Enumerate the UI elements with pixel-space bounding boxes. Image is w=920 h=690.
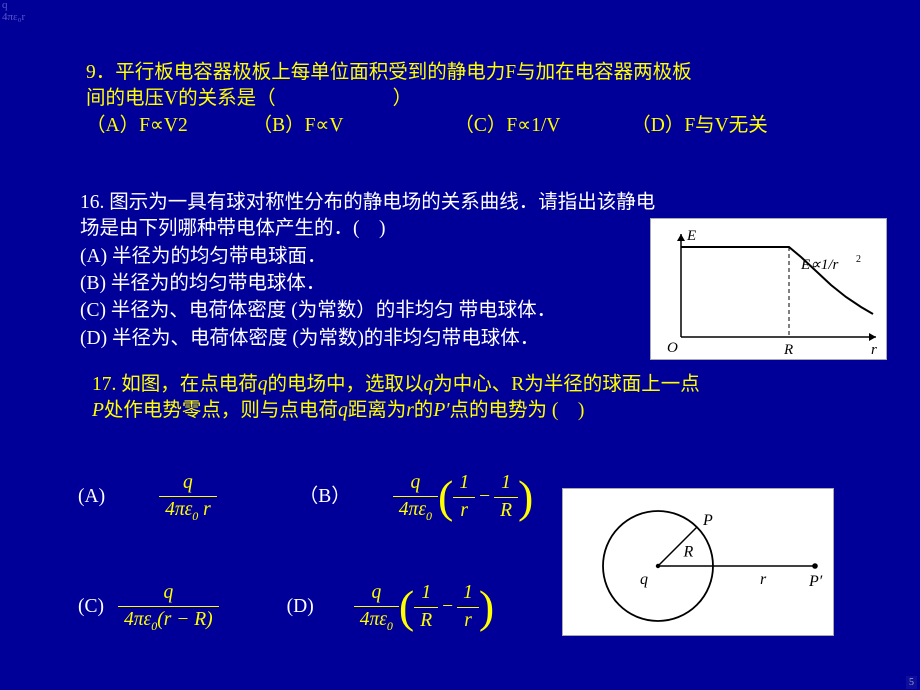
q9-option-b: （B）F∝V [253, 113, 344, 139]
q16-figure-svg: O Er R E∝1/r 2 [651, 219, 886, 359]
q17-option-c-label: (C) [78, 594, 104, 620]
q17-prompt-line2: P处作电势零点，则与点电荷q距离为r的P′点的电势为 ( ) [92, 398, 872, 424]
q9-options: （A）F∝V2 （B）F∝V （C）F∝1/V （D）F与V无关 [86, 113, 866, 139]
svg-text:E: E [686, 228, 696, 244]
q17-option-c-formula: q 4πε0(r − R) [118, 580, 219, 634]
q16-figure: O Er R E∝1/r 2 [650, 218, 887, 360]
q17-option-a-formula: q 4πε0 r [159, 470, 217, 524]
svg-text:2: 2 [856, 254, 861, 265]
page-counter: 5 [906, 676, 917, 689]
question-9: 9．平行板电容器极板上每单位面积受到的静电力F与加在电容器两极板 间的电压V的关… [86, 60, 866, 139]
q9-option-c: （C）F∝1/V [454, 113, 560, 139]
q17-option-a-label: (A) [78, 484, 105, 510]
question-17: 17. 如图，在点电荷q的电场中，选取以q为中心、R为半径的球面上一点 P处作电… [92, 372, 872, 425]
q17-option-d-formula: q 4πε0 ( 1R − 1r ) [354, 580, 495, 634]
q17-figure-svg: q RPr P′ [563, 489, 833, 635]
svg-text:R: R [783, 342, 793, 358]
q17-options-row2: (C) q 4πε0(r − R) (D) q 4πε0 ( 1R − 1r ) [78, 580, 494, 634]
svg-text:O: O [667, 340, 678, 356]
corner-note-line2: 4πε₀r [2, 12, 25, 24]
q17-figure: q RPr P′ [562, 488, 834, 636]
q16-prompt-line1: 16. 图示为一具有球对称性分布的静电场的关系曲线．请指出该静电 [80, 190, 870, 216]
q17-option-b-formula: q 4πε0 ( 1r − 1R ) [393, 470, 534, 524]
svg-text:P: P [702, 512, 713, 529]
q9-prompt-line1: 9．平行板电容器极板上每单位面积受到的静电力F与加在电容器两极板 [86, 60, 866, 86]
svg-text:P′: P′ [808, 573, 823, 590]
q9-prompt-line2: 间的电压V的关系是（ ） [86, 86, 866, 112]
q17-option-b-label: （B） [299, 484, 351, 510]
slide-root: q 4πε₀r 9．平行板电容器极板上每单位面积受到的静电力F与加在电容器两极板… [0, 0, 920, 690]
q9-option-d: （D）F与V无关 [631, 113, 768, 139]
svg-text:R: R [683, 544, 694, 561]
corner-formula-note: q 4πε₀r [2, 0, 25, 23]
corner-note-line1: q [2, 0, 25, 12]
svg-text:q: q [640, 571, 648, 588]
q9-option-a: （A）F∝V2 [86, 113, 188, 139]
svg-text:r: r [871, 342, 877, 358]
svg-text:r: r [760, 571, 767, 588]
q17-options-row1: (A) q 4πε0 r （B） q 4πε0 ( 1r − 1R ) [78, 470, 533, 524]
svg-text:E∝1/r: E∝1/r [800, 257, 839, 273]
q17-prompt-line1: 17. 如图，在点电荷q的电场中，选取以q为中心、R为半径的球面上一点 [92, 372, 872, 398]
q17-option-d-label: (D) [287, 594, 314, 620]
